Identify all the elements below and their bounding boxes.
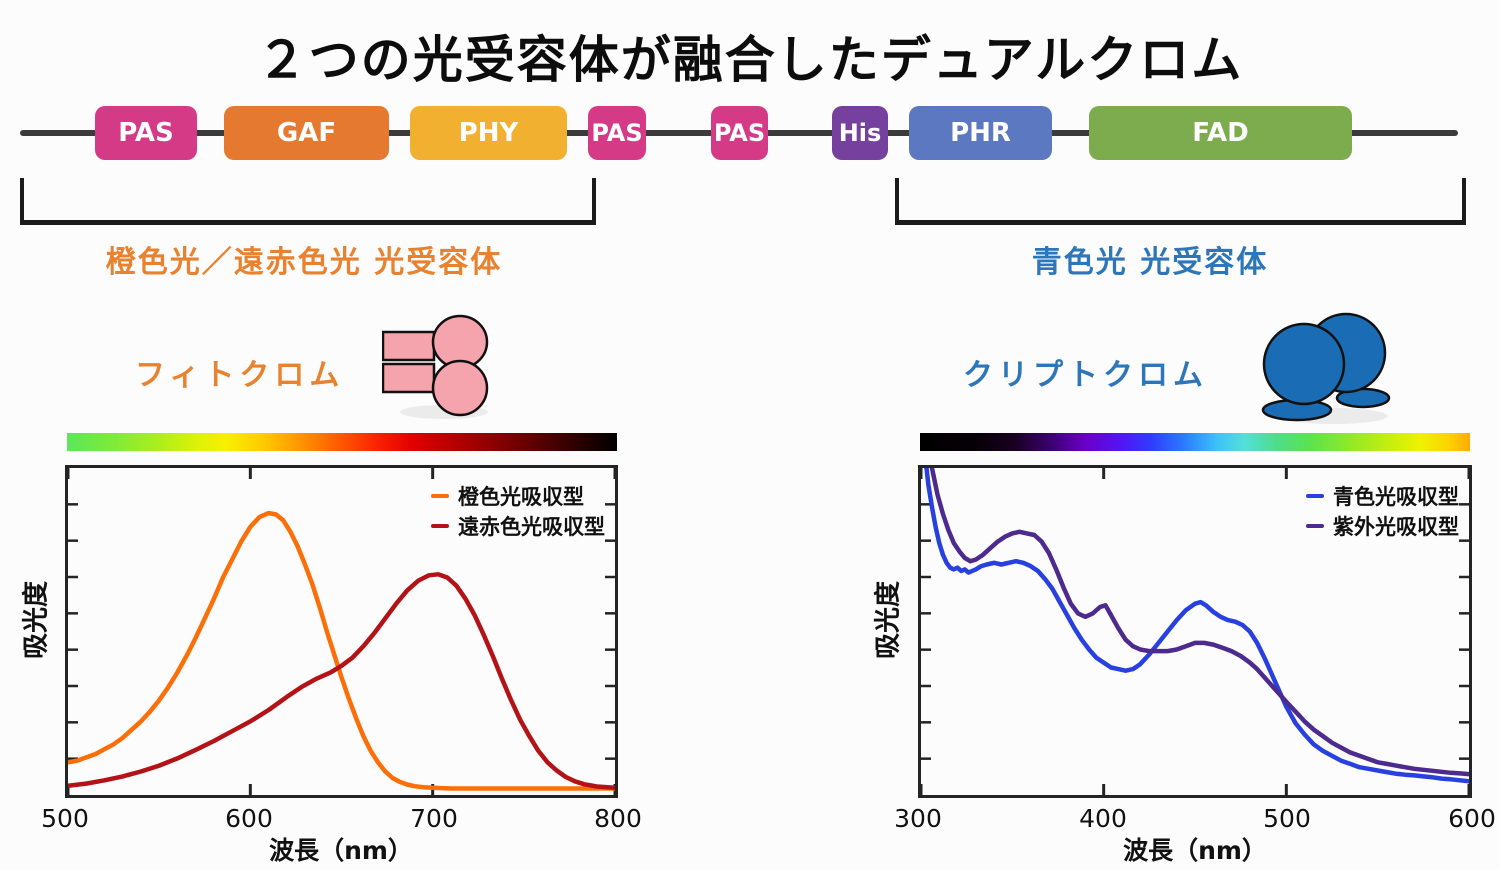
legend: 橙色光吸収型 遠赤色光吸収型 xyxy=(431,481,605,541)
legend-item: 青色光吸収型 xyxy=(1306,481,1459,511)
visible-spectrum-bar-left xyxy=(67,433,617,451)
domain-box-phy: PHY xyxy=(410,106,567,160)
legend-label: 橙色光吸収型 xyxy=(458,485,584,509)
x-axis-label: 波長（nm） xyxy=(1123,836,1267,865)
domain-box-phr: PHR xyxy=(909,106,1052,160)
legend-item: 紫外光吸収型 xyxy=(1306,511,1459,541)
legend: 青色光吸収型 紫外光吸収型 xyxy=(1306,481,1459,541)
phytochrome-spectra-chart: 橙色光吸収型 遠赤色光吸収型 xyxy=(65,465,618,798)
x-tick-label: 400 xyxy=(1079,804,1127,833)
legend-dash-blue xyxy=(1306,494,1324,498)
y-axis-label: 吸光度 xyxy=(873,580,904,660)
domain-box-gaf: GAF xyxy=(224,106,389,160)
domain-box-pas3: PAS xyxy=(711,106,768,160)
cryptochrome-spectra-plot xyxy=(921,468,1469,795)
page-title: ２つの光受容体が融合したデュアルクロム xyxy=(256,31,1244,89)
phytochrome-spectra-plot xyxy=(68,468,615,795)
x-tick-label: 500 xyxy=(41,804,89,833)
x-tick-label: 500 xyxy=(1263,804,1311,833)
x-tick-label: 600 xyxy=(225,804,273,833)
cryptochrome-spectra-chart: 青色光吸収型 紫外光吸収型 xyxy=(918,465,1472,798)
y-axis-label: 吸光度 xyxy=(21,580,52,660)
domain-box-pas2: PAS xyxy=(588,106,646,160)
legend-label: 青色光吸収型 xyxy=(1333,485,1459,509)
x-tick-label: 800 xyxy=(594,804,642,833)
domain-box-his: His xyxy=(832,106,888,160)
legend-item: 遠赤色光吸収型 xyxy=(431,511,605,541)
cryptochrome-dimer-icon xyxy=(1261,312,1391,424)
cryptochrome-label: クリプトクロム xyxy=(963,358,1208,393)
domain-box-fad: FAD xyxy=(1089,106,1352,160)
left-group-label: 橙色光／遠赤色光 光受容体 xyxy=(105,245,503,280)
phytochrome-dimer-icon xyxy=(382,314,489,419)
x-tick-label: 300 xyxy=(894,804,942,833)
legend-label: 紫外光吸収型 xyxy=(1333,515,1459,539)
legend-item: 橙色光吸収型 xyxy=(431,481,605,511)
x-tick-label: 700 xyxy=(410,804,458,833)
legend-dash-orange xyxy=(431,494,449,498)
x-axis-label: 波長（nm） xyxy=(269,836,413,865)
phytochrome-label: フィトクロム xyxy=(135,358,345,393)
left-group-bracket xyxy=(20,178,596,225)
x-tick-label: 600 xyxy=(1448,804,1496,833)
legend-label: 遠赤色光吸収型 xyxy=(458,515,605,539)
legend-dash-purple xyxy=(1306,524,1324,528)
legend-dash-darkred xyxy=(431,524,449,528)
visible-spectrum-bar-right xyxy=(920,433,1470,451)
right-group-bracket xyxy=(895,178,1466,225)
domain-box-pas1: PAS xyxy=(95,106,197,160)
right-group-label: 青色光 光受容体 xyxy=(1031,245,1269,280)
